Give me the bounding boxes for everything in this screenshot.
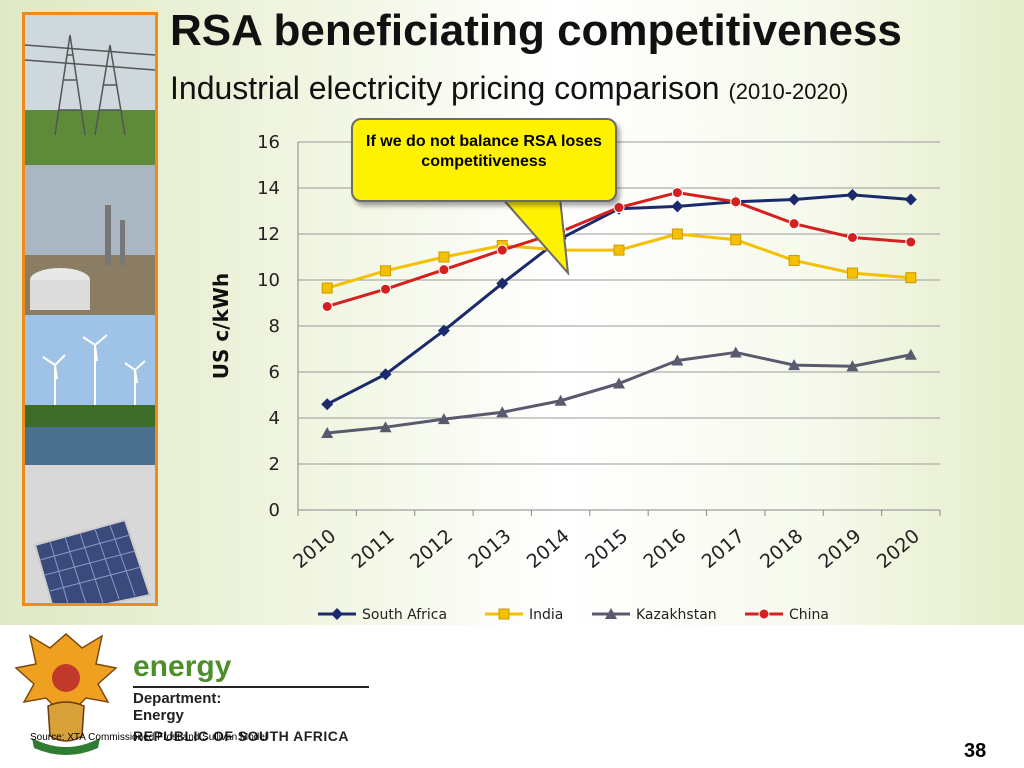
x-tick-label: 2019 bbox=[814, 525, 865, 573]
data-point-south-africa bbox=[379, 368, 392, 381]
data-point-south-africa bbox=[846, 188, 859, 201]
data-point-china bbox=[321, 300, 333, 312]
data-point-kazakhstan bbox=[846, 360, 859, 372]
industrial-plant-photo bbox=[25, 165, 155, 315]
y-tick-label: 6 bbox=[269, 362, 280, 383]
x-tick-label: 2012 bbox=[406, 525, 457, 573]
data-point-india bbox=[905, 272, 917, 284]
y-tick-label: 2 bbox=[269, 454, 280, 475]
y-tick-label: 12 bbox=[257, 224, 280, 245]
legend-marker-kazakhstan bbox=[605, 608, 617, 619]
x-tick-label: 2010 bbox=[289, 525, 340, 573]
brand-divider bbox=[133, 686, 369, 688]
x-tick-label: 2017 bbox=[698, 525, 749, 573]
data-point-china bbox=[438, 264, 450, 276]
dept-line-1: Department: bbox=[133, 690, 222, 707]
wind-turbines-photo bbox=[25, 315, 155, 465]
x-tick-label: 2011 bbox=[348, 525, 399, 573]
data-point-india bbox=[730, 234, 742, 246]
data-point-india bbox=[788, 254, 800, 266]
photo-strip bbox=[22, 12, 158, 606]
x-tick-label: 2015 bbox=[581, 525, 632, 573]
power-lines-photo bbox=[25, 15, 155, 165]
x-tick-label: 2018 bbox=[756, 525, 807, 573]
y-tick-label: 4 bbox=[269, 408, 280, 429]
legend-marker-india bbox=[498, 608, 510, 620]
data-point-china bbox=[380, 283, 392, 295]
callout-box: If we do not balance RSA loses competiti… bbox=[351, 118, 617, 202]
data-point-kazakhstan bbox=[321, 426, 334, 438]
data-point-kazakhstan bbox=[904, 348, 917, 360]
data-point-kazakhstan bbox=[437, 413, 450, 425]
data-point-china bbox=[905, 236, 917, 248]
y-tick-label: 14 bbox=[257, 178, 280, 199]
y-tick-label: 16 bbox=[257, 132, 280, 153]
data-point-india bbox=[613, 244, 625, 256]
x-tick-label: 2014 bbox=[523, 525, 574, 573]
data-point-kazakhstan bbox=[729, 346, 742, 358]
x-tick-label: 2016 bbox=[639, 525, 690, 573]
series-line-kazakhstan bbox=[327, 350, 912, 435]
solar-panel-photo bbox=[25, 465, 155, 603]
energy-brand: energy bbox=[133, 650, 232, 683]
y-tick-label: 10 bbox=[257, 270, 280, 291]
slide-subtitle: Industrial electricity pricing compariso… bbox=[170, 70, 848, 107]
slide-title: RSA beneficiating competitiveness bbox=[170, 6, 902, 55]
data-point-south-africa bbox=[437, 324, 450, 337]
legend-label-south-africa: South Africa bbox=[362, 607, 447, 623]
data-point-south-africa bbox=[904, 193, 917, 206]
legend-label-china: China bbox=[789, 607, 829, 623]
data-point-south-africa bbox=[788, 193, 801, 206]
data-point-south-africa bbox=[496, 277, 509, 290]
data-point-kazakhstan bbox=[496, 406, 509, 418]
data-point-south-africa bbox=[671, 200, 684, 213]
page-number: 38 bbox=[964, 740, 987, 762]
data-point-kazakhstan bbox=[379, 421, 392, 433]
legend-label-kazakhstan: Kazakhstan bbox=[636, 607, 717, 623]
subtitle-period: (2010-2020) bbox=[728, 79, 849, 104]
republic-label: REPUBLIC OF SOUTH AFRICA bbox=[133, 728, 350, 744]
source-note: Source: XTA Commissioned Frost and Sulli… bbox=[30, 732, 268, 743]
legend-marker-south-africa bbox=[331, 608, 343, 620]
dept-line-2: Energy bbox=[133, 707, 184, 724]
data-point-kazakhstan bbox=[613, 377, 625, 389]
data-point-kazakhstan bbox=[554, 394, 567, 406]
y-axis-title: US c/kWh bbox=[209, 273, 233, 379]
data-point-india bbox=[846, 267, 858, 279]
data-point-kazakhstan bbox=[671, 354, 684, 366]
coat-of-arms-logo bbox=[14, 633, 118, 755]
series-line-south-africa bbox=[326, 193, 911, 406]
data-point-india bbox=[380, 265, 392, 277]
slide-background bbox=[0, 0, 1024, 625]
data-point-china bbox=[846, 231, 858, 243]
legend-label-india: India bbox=[529, 607, 563, 623]
data-point-kazakhstan bbox=[788, 359, 801, 371]
data-point-china bbox=[496, 244, 508, 256]
data-point-india bbox=[671, 228, 683, 240]
department-label: Department: Energy bbox=[133, 690, 221, 724]
data-point-india bbox=[438, 251, 450, 263]
data-point-south-africa bbox=[321, 398, 334, 411]
x-tick-label: 2013 bbox=[464, 525, 515, 573]
y-tick-label: 0 bbox=[269, 500, 280, 521]
data-point-china bbox=[788, 218, 800, 230]
data-point-india bbox=[321, 282, 333, 294]
data-point-china bbox=[730, 196, 742, 208]
data-point-china bbox=[613, 202, 625, 214]
subtitle-text: Industrial electricity pricing compariso… bbox=[170, 70, 720, 106]
y-tick-label: 8 bbox=[269, 316, 280, 337]
legend-marker-china bbox=[758, 608, 770, 620]
data-point-china bbox=[671, 187, 683, 199]
x-tick-label: 2020 bbox=[873, 525, 924, 573]
callout-pointer bbox=[500, 198, 570, 277]
